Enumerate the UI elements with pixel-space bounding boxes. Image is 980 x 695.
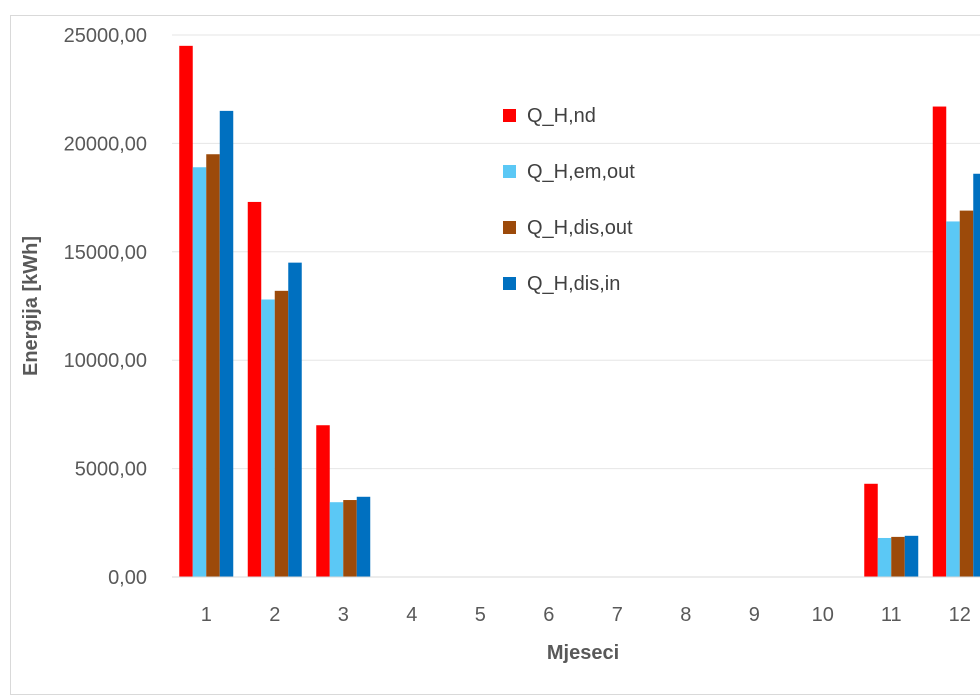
bar bbox=[891, 536, 905, 577]
y-tick-label: 5000,00 bbox=[75, 459, 147, 481]
chart-area bbox=[10, 15, 980, 695]
bar bbox=[329, 502, 344, 577]
bar bbox=[206, 154, 220, 578]
bar-chart: 0,00 5000,00 10000,00 15000,00 20000,00 25000… bbox=[20, 25, 980, 664]
bar bbox=[219, 110, 234, 577]
y-axis-title: Energija [kWh] bbox=[20, 236, 42, 376]
bar bbox=[288, 262, 302, 577]
x-tick-label: 2 bbox=[269, 604, 280, 626]
x-tick-label: 12 bbox=[949, 604, 971, 626]
y-tick-label: 0,00 bbox=[108, 567, 147, 589]
x-tick-label: 6 bbox=[543, 604, 554, 626]
y-tick-label: 15000,00 bbox=[64, 242, 147, 264]
bar bbox=[959, 210, 974, 577]
bar bbox=[274, 290, 289, 577]
x-tick-label: 8 bbox=[680, 604, 691, 626]
bar bbox=[973, 173, 980, 577]
x-axis-title: Mjeseci bbox=[547, 642, 619, 664]
y-tick-label: 20000,00 bbox=[64, 133, 147, 155]
x-axis-ticks: 1 2 3 4 5 6 7 8 9 10 11 12 bbox=[201, 604, 971, 626]
x-tick-label: 1 bbox=[201, 604, 212, 626]
legend-label: Q_H,dis,out bbox=[527, 217, 633, 239]
legend-label: Q_H,em,out bbox=[527, 161, 635, 183]
x-tick-label: 7 bbox=[612, 604, 623, 626]
x-tick-label: 9 bbox=[749, 604, 760, 626]
x-tick-label: 3 bbox=[338, 604, 349, 626]
bar bbox=[864, 483, 878, 577]
bar bbox=[247, 201, 262, 577]
legend-swatch bbox=[503, 221, 516, 234]
bar bbox=[179, 45, 193, 577]
y-tick-label: 25000,00 bbox=[64, 25, 147, 47]
legend-swatch bbox=[503, 109, 516, 122]
x-tick-label: 5 bbox=[475, 604, 486, 626]
legend: Q_H,nd Q_H,em,out Q_H,dis,out Q_H,dis,in bbox=[503, 105, 635, 295]
bar bbox=[877, 537, 892, 577]
x-tick-label: 10 bbox=[812, 604, 834, 626]
bar bbox=[946, 221, 960, 577]
bar bbox=[192, 167, 207, 578]
bar bbox=[904, 535, 919, 577]
legend-label: Q_H,nd bbox=[527, 105, 596, 127]
legend-label: Q_H,dis,in bbox=[527, 273, 620, 295]
bar bbox=[343, 500, 357, 577]
x-tick-label: 4 bbox=[406, 604, 417, 626]
bar bbox=[261, 299, 275, 577]
legend-swatch bbox=[503, 165, 516, 178]
x-tick-label: 11 bbox=[881, 604, 902, 626]
legend-swatch bbox=[503, 277, 516, 290]
bar bbox=[316, 425, 330, 577]
y-tick-label: 10000,00 bbox=[64, 350, 147, 372]
bar bbox=[356, 496, 371, 577]
bar-group bbox=[179, 45, 980, 578]
y-axis-ticks: 0,00 5000,00 10000,00 15000,00 20000,00 25000… bbox=[64, 25, 147, 589]
bar bbox=[932, 106, 947, 577]
